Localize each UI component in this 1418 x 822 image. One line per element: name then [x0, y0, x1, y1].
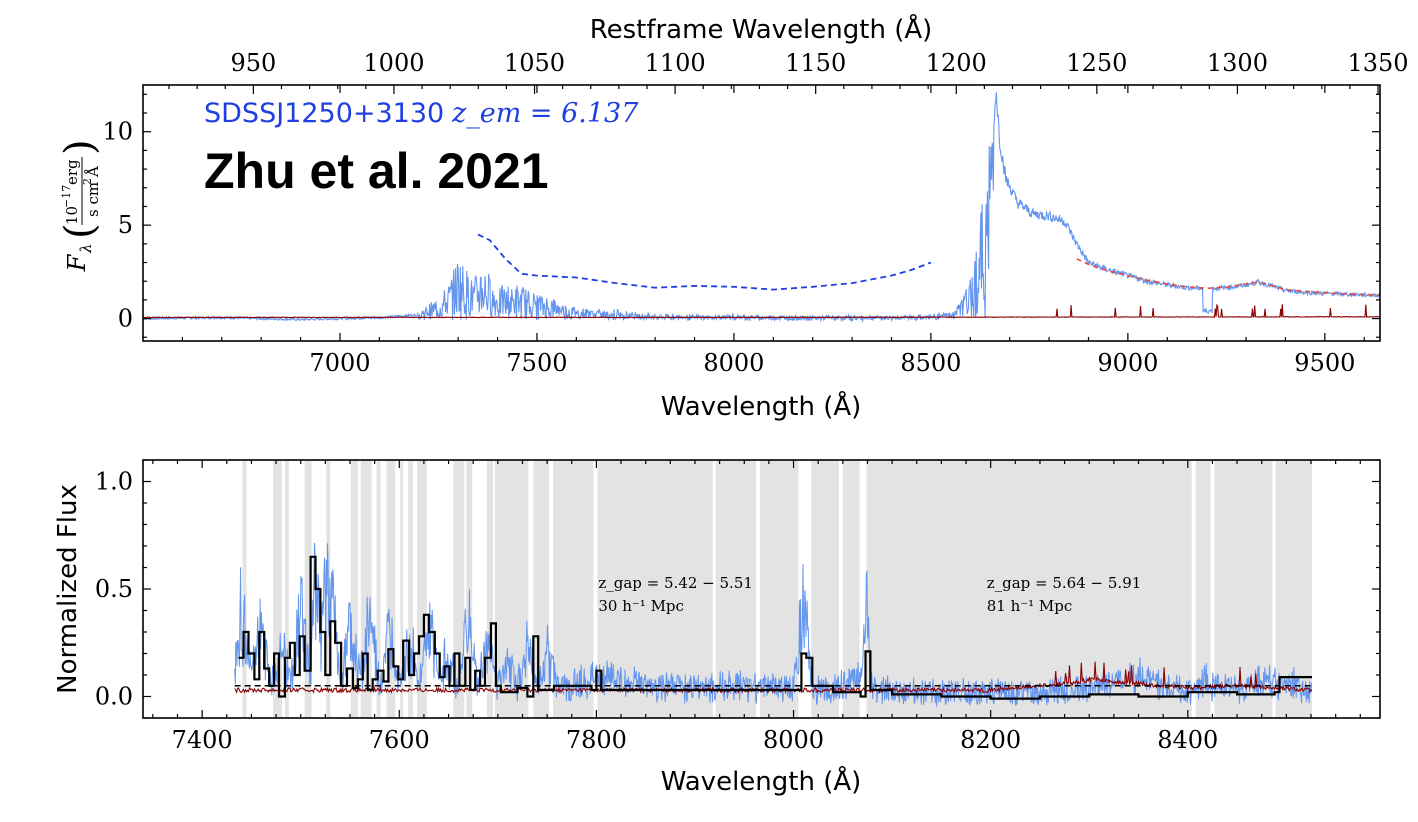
restframe-xtick-label: 1150	[785, 49, 846, 77]
restframe-xtick-label: 1000	[363, 49, 424, 77]
restframe-xtick-label: 1050	[504, 49, 565, 77]
top-ytick-label: 0	[118, 305, 133, 333]
top-axes-frame	[142, 84, 1381, 342]
ylabel-denominator: s cm 2 Å	[81, 166, 102, 217]
gap-annotations: z_gap = 5.42 − 5.51 30 h⁻¹ Mpc z_gap = 5.6…	[598, 574, 1141, 615]
ylabel-num-exp: −17	[60, 185, 73, 208]
gap-region	[417, 460, 427, 718]
bottom-ticks: 7400 7600 7800 8000 8200 8400 0.0 0.5 1.0	[95, 459, 1380, 754]
ylabel-numerator: 10 −17 erg	[60, 159, 81, 225]
ylabel-num-unit: erg	[63, 159, 81, 185]
top-xtick-label: 7000	[309, 349, 370, 377]
gap-region	[400, 460, 404, 718]
gap-region	[386, 460, 396, 718]
gap-region	[842, 460, 860, 718]
bottom-binned-series	[238, 555, 1312, 700]
top-ytick-label: 10	[102, 118, 133, 146]
gap-region	[242, 460, 247, 718]
reference-label: Zhu et al. 2021	[204, 143, 549, 199]
restframe-xtick-label: 1200	[926, 49, 987, 77]
bottom-ytick-label: 0.0	[95, 683, 133, 711]
ylabel-den: s cm	[84, 182, 102, 217]
gap-region	[360, 460, 372, 718]
restframe-xtick-label: 1350	[1347, 49, 1408, 77]
ylabel-den-unit: Å	[84, 166, 102, 178]
top-ytick-label: 5	[118, 211, 133, 239]
gap-region	[453, 460, 465, 718]
gap-region	[494, 460, 529, 718]
object-name: SDSSJ1250+3130	[204, 98, 444, 129]
gap-annotation-line2: 30 h⁻¹ Mpc	[598, 597, 684, 615]
gap-region	[350, 460, 358, 718]
top-ticks: 7000 7500 8000 8500 9000 9500 0 5 10 950 1000 1050 1…	[102, 49, 1408, 377]
bottom-ytick-label: 0.5	[95, 575, 133, 603]
gap-annotation-line1: z_gap = 5.64 − 5.91	[987, 574, 1142, 592]
gap-region	[597, 460, 713, 718]
gap-region	[1214, 460, 1273, 718]
bottom-ylabel: Normalized Flux	[53, 484, 83, 694]
top-model-dashed	[477, 233, 932, 291]
top-xlabel: Wavelength (Å)	[661, 390, 862, 422]
ylabel-symbol-sub: λ	[77, 243, 95, 254]
gap-annotation-line1: z_gap = 5.42 − 5.51	[598, 574, 753, 592]
bottom-plot-area	[234, 460, 1313, 718]
top-xtick-label: 8500	[900, 349, 961, 377]
ylabel-paren-right: )	[57, 139, 103, 155]
gap-region	[811, 460, 839, 718]
top-xtick-label: 8000	[703, 349, 764, 377]
restframe-xtick-label: 1250	[1066, 49, 1127, 77]
top-error-series	[143, 303, 1380, 319]
restframe-xtick-label: 1300	[1207, 49, 1268, 77]
object-redshift: z_em = 6.137	[451, 98, 639, 129]
bottom-xtick-label: 8200	[960, 726, 1021, 754]
ylabel-paren-left: (	[57, 223, 103, 239]
top-xtick-label: 9000	[1097, 349, 1158, 377]
top-panel: 7000 7500 8000 8500 9000 9500 0 5 10 950 1000 1050 1…	[57, 13, 1409, 422]
ylabel-symbol: F	[63, 253, 91, 272]
ylabel-den-exp: 2	[81, 178, 94, 185]
top-xtick-label: 7500	[506, 349, 567, 377]
restframe-xtick-label: 1100	[645, 49, 706, 77]
bottom-xtick-label: 7600	[369, 726, 430, 754]
gap-region	[486, 460, 493, 718]
top-plot-area	[143, 92, 1380, 323]
top-ylabel: F λ ( 10 −17 erg s cm 2 Å )	[57, 139, 103, 272]
bottom-xtick-label: 8400	[1157, 726, 1218, 754]
gap-region	[1195, 460, 1211, 718]
gap-region	[273, 460, 282, 718]
gap-annotation-line2: 81 h⁻¹ Mpc	[987, 597, 1073, 615]
restframe-xtick-label: 950	[230, 49, 276, 77]
bottom-panel: 7400 7600 7800 8000 8200 8400 0.0 0.5 1.0 Wavele…	[53, 459, 1381, 797]
gap-region	[408, 460, 414, 718]
gap-region	[284, 460, 289, 718]
bottom-xtick-label: 7800	[566, 726, 627, 754]
gap-region	[760, 460, 799, 718]
ylabel-num: 10	[63, 206, 81, 225]
bottom-xtick-label: 7400	[172, 726, 233, 754]
bottom-ytick-label: 1.0	[95, 468, 133, 496]
top-fit-dashed	[1076, 258, 1380, 296]
bottom-xtick-label: 8000	[763, 726, 824, 754]
top-restframe-xlabel: Restframe Wavelength (Å)	[590, 13, 933, 45]
bottom-xlabel: Wavelength (Å)	[661, 765, 862, 797]
gap-region	[376, 460, 381, 718]
top-xtick-label: 9500	[1294, 349, 1355, 377]
gap-region	[304, 460, 312, 718]
gap-region	[553, 460, 594, 718]
